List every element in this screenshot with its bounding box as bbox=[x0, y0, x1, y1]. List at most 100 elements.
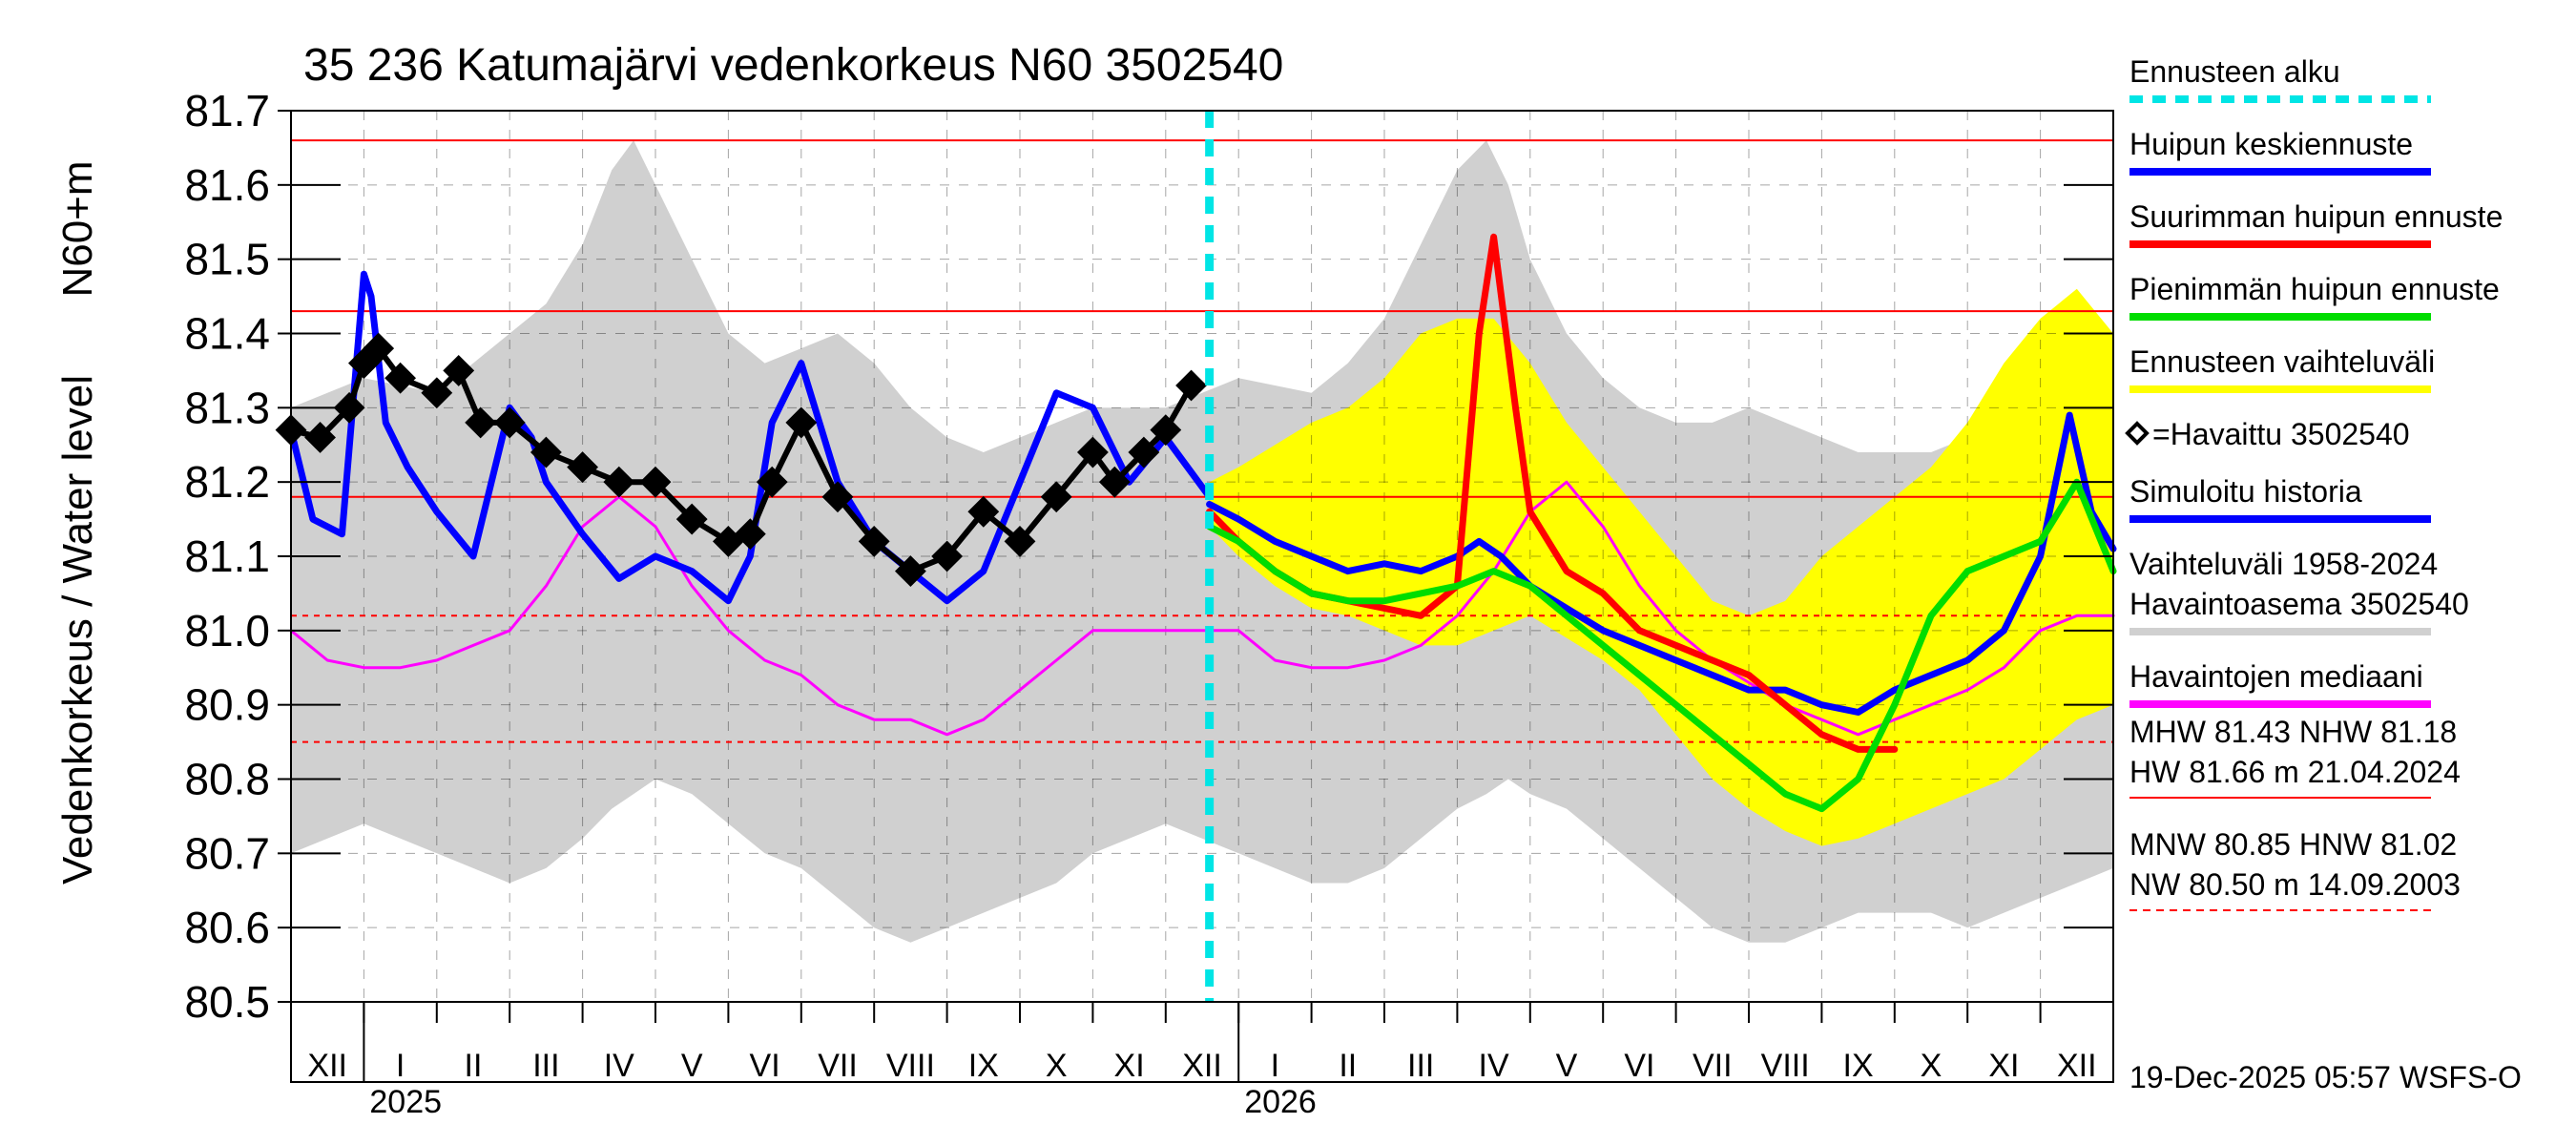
series-line-5 bbox=[1206, 411, 2117, 716]
observed-point-7 bbox=[443, 355, 475, 386]
timestamp: 19-Dec-2025 05:57 WSFS-O bbox=[2129, 1060, 2522, 1094]
reference-lines bbox=[291, 139, 2113, 1003]
month-label-14: II bbox=[1339, 1048, 1357, 1084]
observed-point-4 bbox=[363, 332, 395, 364]
legend: Ennusteen alku Huipun keskiennuste Suurimm… bbox=[2125, 54, 2503, 708]
series-line-3 bbox=[287, 270, 1214, 605]
legend-label-2: Suurimman huipun ennuste bbox=[2129, 199, 2503, 234]
observed-point-8 bbox=[465, 406, 497, 439]
y-tick-label-12: 81.7 bbox=[184, 86, 270, 135]
observed-point-22 bbox=[931, 540, 964, 572]
month-label-12: XII bbox=[1182, 1048, 1222, 1084]
observed-point-28 bbox=[1128, 436, 1160, 468]
month-label-17: V bbox=[1556, 1048, 1578, 1084]
observed-point-6 bbox=[421, 377, 453, 409]
observed-point-14 bbox=[675, 503, 708, 535]
y-axis-label: Vedenkorkeus / Water level bbox=[54, 375, 101, 885]
observed-point-23 bbox=[967, 495, 1000, 528]
observed-point-12 bbox=[603, 466, 635, 498]
month-label-19: VII bbox=[1693, 1048, 1733, 1084]
observed-point-29 bbox=[1150, 414, 1182, 447]
observed-point-27 bbox=[1098, 466, 1131, 498]
month-label-2: II bbox=[465, 1048, 483, 1084]
y-axis-unit: N60+m bbox=[54, 160, 101, 297]
y-tick-label-2: 80.7 bbox=[184, 828, 270, 878]
month-label-7: VII bbox=[818, 1048, 858, 1084]
y-tick-label-1: 80.6 bbox=[184, 903, 270, 952]
observed-point-25 bbox=[1040, 481, 1072, 513]
observed-point-18 bbox=[785, 406, 818, 439]
y-tick-label-7: 81.2 bbox=[184, 457, 270, 507]
series-line-7 bbox=[1206, 478, 2117, 813]
observed-point-11 bbox=[567, 451, 599, 484]
variation-bands bbox=[291, 140, 2113, 943]
observed-point-10 bbox=[530, 436, 562, 468]
month-label-9: IX bbox=[968, 1048, 999, 1084]
legend-label-8: Havaintoasema 3502540 bbox=[2129, 587, 2469, 621]
observed-point-17 bbox=[756, 466, 788, 498]
observed-point-16 bbox=[734, 518, 766, 551]
y-tick-label-5: 81.0 bbox=[184, 606, 270, 656]
month-label-16: IV bbox=[1479, 1048, 1509, 1084]
month-label-10: X bbox=[1046, 1048, 1068, 1084]
observed-point-30 bbox=[1175, 369, 1207, 402]
year-label-1: 2026 bbox=[1244, 1084, 1317, 1120]
observed-point-24 bbox=[1004, 526, 1036, 557]
stats-line-2: HW 81.66 m 21.04.2024 bbox=[2129, 755, 2461, 789]
month-label-4: IV bbox=[604, 1048, 634, 1084]
observed-point-1 bbox=[304, 422, 336, 453]
y-tick-label-9: 81.4 bbox=[184, 309, 270, 359]
month-strip-border bbox=[290, 1001, 2114, 1083]
month-label-13: I bbox=[1271, 1048, 1279, 1084]
y-tick-label-10: 81.5 bbox=[184, 235, 270, 284]
stats-line-4: NW 80.50 m 14.09.2003 bbox=[2129, 867, 2461, 902]
y-tick-label-3: 80.8 bbox=[184, 755, 270, 804]
month-label-8: VIII bbox=[886, 1048, 935, 1084]
legend-label-0: Ennusteen alku bbox=[2129, 54, 2340, 89]
y-tick-label-0: 80.5 bbox=[184, 977, 270, 1027]
month-label-15: III bbox=[1407, 1048, 1434, 1084]
y-tick-label-11: 81.6 bbox=[184, 160, 270, 210]
y-tick-label-8: 81.3 bbox=[184, 383, 270, 432]
legend-label-3: Pienimmän huipun ennuste bbox=[2129, 272, 2500, 306]
month-label-21: IX bbox=[1843, 1048, 1874, 1084]
month-label-22: X bbox=[1921, 1048, 1942, 1084]
band-1 bbox=[1209, 288, 2113, 846]
legend-label-9: Havaintojen mediaani bbox=[2129, 659, 2423, 694]
month-label-23: XI bbox=[1988, 1048, 2019, 1084]
observed-point-20 bbox=[858, 526, 890, 557]
series-line-2 bbox=[289, 480, 2115, 737]
legend-marker-5 bbox=[2125, 421, 2150, 446]
y-tick-label-4: 80.9 bbox=[184, 680, 270, 730]
chart-title: 35 236 Katumajärvi vedenkorkeus N60 3502… bbox=[303, 40, 1283, 91]
observed-point-26 bbox=[1076, 436, 1109, 468]
month-label-6: VI bbox=[750, 1048, 780, 1084]
month-label-20: VIII bbox=[1761, 1048, 1810, 1084]
month-label-1: I bbox=[396, 1048, 405, 1084]
legend-label-5: =Havaittu 3502540 bbox=[2152, 417, 2410, 451]
year-label-0: 2025 bbox=[369, 1084, 442, 1120]
legend-label-1: Huipun keskiennuste bbox=[2129, 127, 2413, 161]
y-tick-label-6: 81.1 bbox=[184, 531, 270, 581]
month-label-11: XI bbox=[1114, 1048, 1145, 1084]
month-label-0: XII bbox=[307, 1048, 347, 1084]
stats-line-3: MNW 80.85 HNW 81.02 bbox=[2129, 827, 2457, 862]
month-label-18: VI bbox=[1624, 1048, 1654, 1084]
stats-block: MHW 81.43 NHW 81.18 HW 81.66 m 21.04.202… bbox=[2129, 715, 2461, 911]
observed-point-21 bbox=[894, 555, 926, 587]
observed-point-19 bbox=[821, 481, 854, 513]
observed-point-9 bbox=[493, 406, 526, 439]
legend-label-7: Vaihteluväli 1958-2024 bbox=[2129, 547, 2438, 581]
axes-labels: 80.5 80.6 80.7 80.8 80.9 81.0 81.1 81.2 81.3 81.4… bbox=[184, 86, 2113, 1120]
series-lines bbox=[275, 233, 2117, 813]
legend-label-4: Ennusteen vaihteluväli bbox=[2129, 344, 2435, 379]
month-label-3: III bbox=[532, 1048, 559, 1084]
stats-line-1: MHW 81.43 NHW 81.18 bbox=[2129, 715, 2457, 749]
month-label-24: XII bbox=[2057, 1048, 2097, 1084]
observed-point-13 bbox=[639, 466, 672, 498]
month-label-5: V bbox=[681, 1048, 703, 1084]
observed-point-5 bbox=[384, 362, 417, 394]
legend-label-6: Simuloitu historia bbox=[2129, 474, 2362, 509]
observed-point-2 bbox=[333, 391, 365, 424]
